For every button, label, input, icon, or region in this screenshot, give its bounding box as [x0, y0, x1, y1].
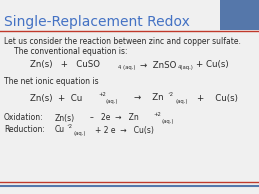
- Text: –   2e  →   Zn: – 2e → Zn: [90, 113, 139, 122]
- Text: The net ionic equation is: The net ionic equation is: [4, 77, 99, 87]
- Text: Cu: Cu: [55, 126, 65, 134]
- Text: (aq.): (aq.): [175, 99, 188, 104]
- Text: +2: +2: [153, 112, 161, 117]
- Text: →  ZnSO: → ZnSO: [140, 61, 176, 69]
- Text: (aq.): (aq.): [106, 99, 119, 104]
- Text: Zn(s)   +   CuSO: Zn(s) + CuSO: [30, 61, 100, 69]
- Text: ⁺2: ⁺2: [168, 92, 174, 96]
- Text: Zn(s): Zn(s): [55, 113, 75, 122]
- Text: + 2 e  →   Cu(s): + 2 e → Cu(s): [95, 126, 154, 134]
- Text: ⁺2: ⁺2: [67, 124, 73, 128]
- Text: (aq.): (aq.): [161, 119, 174, 124]
- Text: Reduction:: Reduction:: [4, 126, 45, 134]
- Text: The conventional equation is:: The conventional equation is:: [14, 47, 127, 55]
- Text: +    Cu(s): + Cu(s): [197, 94, 238, 102]
- Text: Zn(s)  +  Cu: Zn(s) + Cu: [30, 94, 82, 102]
- Text: Single-Replacement Redox: Single-Replacement Redox: [4, 15, 190, 29]
- Text: →    Zn: → Zn: [134, 94, 164, 102]
- Text: Oxidation:: Oxidation:: [4, 113, 44, 122]
- Text: 4(aq.): 4(aq.): [178, 66, 194, 70]
- Text: +2: +2: [98, 92, 106, 96]
- Text: Let us consider the reaction between zinc and copper sulfate.: Let us consider the reaction between zin…: [4, 37, 241, 47]
- Bar: [220, 0, 259, 30]
- Text: 4 (aq.): 4 (aq.): [118, 66, 135, 70]
- Text: + Cu(s): + Cu(s): [196, 61, 229, 69]
- Text: (aq.): (aq.): [74, 131, 87, 135]
